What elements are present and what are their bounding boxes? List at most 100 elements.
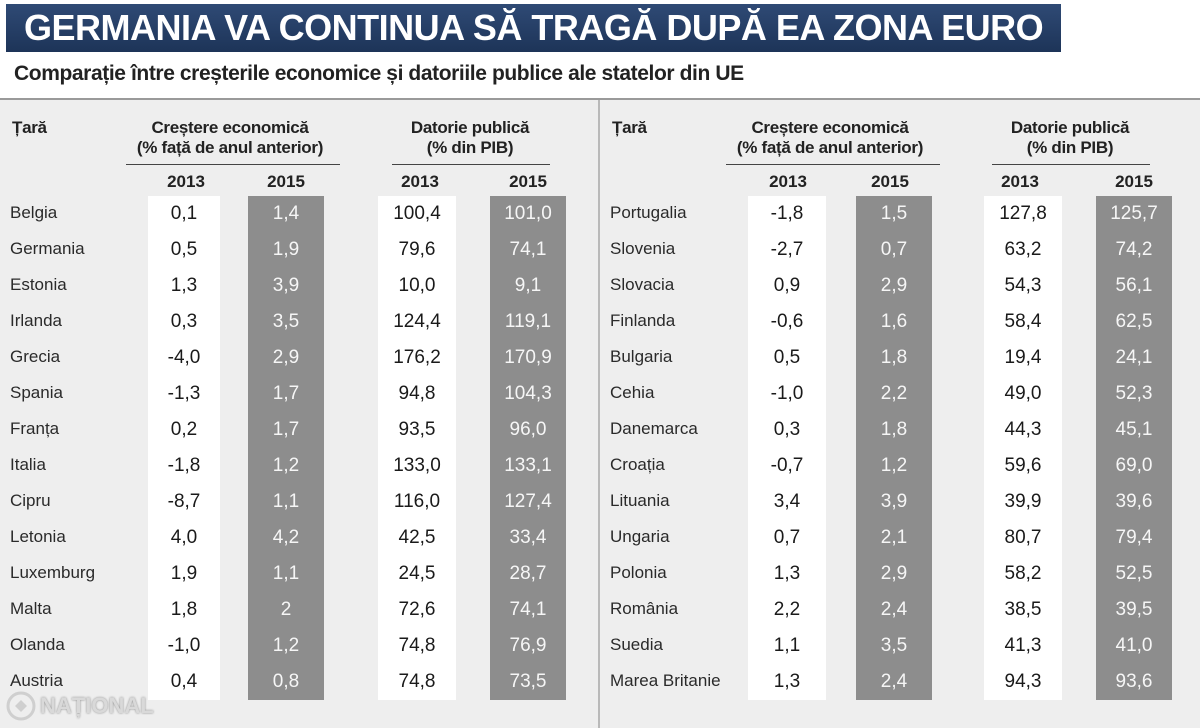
growth-2015-cell: 1,7 [248, 412, 324, 448]
debt-2013-cell: 58,2 [984, 556, 1062, 592]
national-logo: NAȚIONAL [6, 688, 154, 724]
right-debt-header: Datorie publică (% din PIB) [970, 118, 1170, 158]
country-name: Austria [10, 671, 63, 690]
growth-2015-cell: 3,9 [248, 268, 324, 304]
table-row: Cipru -8,7 1,1 116,0 127,4 [0, 484, 598, 520]
debt-2015-cell: 76,9 [490, 628, 566, 664]
table-row: Germania 0,5 1,9 79,6 74,1 [0, 232, 598, 268]
debt-2013-cell: 59,6 [984, 448, 1062, 484]
country-name: Bulgaria [610, 347, 673, 366]
debt-2013-cell: 176,2 [378, 340, 456, 376]
growth-2013-cell: 1,3 [748, 664, 826, 700]
debt-2015-cell: 33,4 [490, 520, 566, 556]
right-debt-underline [992, 164, 1150, 165]
debt-2013-cell: 54,3 [984, 268, 1062, 304]
debt-2015-cell: 170,9 [490, 340, 566, 376]
right-growth-year-2013: 2013 [769, 172, 807, 191]
country-name: Belgia [10, 203, 58, 222]
table-row: Suedia 1,1 3,5 41,3 41,0 [600, 628, 1200, 664]
debt-2015-cell: 74,2 [1096, 232, 1172, 268]
debt-2013-cell: 127,8 [984, 196, 1062, 232]
left-growth-header-line2: (% față de anul anterior) [136, 138, 324, 157]
country-name: Malta [10, 599, 52, 618]
debt-2013-cell: 80,7 [984, 520, 1062, 556]
debt-2013-cell: 74,8 [378, 664, 456, 700]
growth-2015-cell: 1,1 [248, 484, 324, 520]
growth-2013-cell: 0,5 [148, 232, 220, 268]
debt-2015-cell: 39,5 [1096, 592, 1172, 628]
debt-2013-cell: 58,4 [984, 304, 1062, 340]
debt-2013-cell: 44,3 [984, 412, 1062, 448]
debt-2015-cell: 52,5 [1096, 556, 1172, 592]
growth-2015-cell: 1,4 [248, 196, 324, 232]
debt-2013-cell: 100,4 [378, 196, 456, 232]
country-name: Spania [10, 383, 63, 402]
debt-2015-cell: 93,6 [1096, 664, 1172, 700]
growth-2013-cell: -1,8 [148, 448, 220, 484]
debt-2015-cell: 104,3 [490, 376, 566, 412]
left-growth-header: Creștere economică (% față de anul anter… [110, 118, 350, 158]
left-debt-header-line1: Datorie publică [410, 118, 530, 137]
table-row: Danemarca 0,3 1,8 44,3 45,1 [600, 412, 1200, 448]
growth-2015-cell: 2,9 [856, 268, 932, 304]
right-country-header: Țară [612, 118, 647, 137]
debt-2013-cell: 41,3 [984, 628, 1062, 664]
debt-2015-cell: 28,7 [490, 556, 566, 592]
country-name: Grecia [10, 347, 61, 366]
debt-2015-cell: 74,1 [490, 592, 566, 628]
table-row: Croația -0,7 1,2 59,6 69,0 [600, 448, 1200, 484]
growth-2015-cell: 1,2 [248, 628, 324, 664]
growth-2015-cell: 2,4 [856, 592, 932, 628]
growth-2015-cell: 3,5 [856, 628, 932, 664]
country-name: Marea Britanie [610, 671, 721, 690]
growth-2013-cell: 0,4 [148, 664, 220, 700]
debt-2013-cell: 38,5 [984, 592, 1062, 628]
growth-2015-cell: 1,2 [856, 448, 932, 484]
title-banner: GERMANIA VA CONTINUA SĂ TRAGĂ DUPĂ EA ZO… [0, 0, 1200, 56]
country-name: Ungaria [610, 527, 670, 546]
left-table-rows: Belgia 0,1 1,4 100,4 101,0 Germania 0,5 1,9 79,6… [0, 196, 598, 700]
growth-2015-cell: 2,4 [856, 664, 932, 700]
growth-2013-cell: 0,7 [748, 520, 826, 556]
left-debt-year-2013: 2013 [401, 172, 439, 191]
table-row: Olanda -1,0 1,2 74,8 76,9 [0, 628, 598, 664]
debt-2015-cell: 56,1 [1096, 268, 1172, 304]
right-table-rows: Portugalia -1,8 1,5 127,8 125,7 Slovenia -2,7 0… [600, 196, 1200, 700]
debt-2015-cell: 79,4 [1096, 520, 1172, 556]
table-row: Lituania 3,4 3,9 39,9 39,6 [600, 484, 1200, 520]
country-name: Italia [10, 455, 46, 474]
right-debt-header-line1: Datorie publică [1010, 118, 1130, 137]
left-growth-year-2015: 2015 [267, 172, 305, 191]
header-rule [0, 98, 1200, 100]
table-row: Spania -1,3 1,7 94,8 104,3 [0, 376, 598, 412]
growth-2013-cell: 3,4 [748, 484, 826, 520]
debt-2015-cell: 96,0 [490, 412, 566, 448]
table-row: Franța 0,2 1,7 93,5 96,0 [0, 412, 598, 448]
table-row: Slovacia 0,9 2,9 54,3 56,1 [600, 268, 1200, 304]
growth-2015-cell: 1,6 [856, 304, 932, 340]
country-name: Croația [610, 455, 665, 474]
left-debt-header: Datorie publică (% din PIB) [370, 118, 570, 158]
growth-2015-cell: 3,9 [856, 484, 932, 520]
growth-2013-cell: 0,2 [148, 412, 220, 448]
debt-2013-cell: 124,4 [378, 304, 456, 340]
country-name: Cehia [610, 383, 655, 402]
debt-2015-cell: 73,5 [490, 664, 566, 700]
debt-2013-cell: 39,9 [984, 484, 1062, 520]
table-row: Grecia -4,0 2,9 176,2 170,9 [0, 340, 598, 376]
growth-2013-cell: 0,3 [148, 304, 220, 340]
growth-2013-cell: -4,0 [148, 340, 220, 376]
growth-2015-cell: 0,8 [248, 664, 324, 700]
growth-2013-cell: 1,3 [748, 556, 826, 592]
growth-2015-cell: 1,1 [248, 556, 324, 592]
debt-2013-cell: 42,5 [378, 520, 456, 556]
page-subtitle: Comparație între creșterile economice și… [14, 62, 744, 85]
table-row: Irlanda 0,3 3,5 124,4 119,1 [0, 304, 598, 340]
growth-2013-cell: -1,0 [748, 376, 826, 412]
debt-2015-cell: 24,1 [1096, 340, 1172, 376]
debt-2015-cell: 41,0 [1096, 628, 1172, 664]
debt-2015-cell: 9,1 [490, 268, 566, 304]
country-name: Suedia [610, 635, 663, 654]
growth-2013-cell: -8,7 [148, 484, 220, 520]
growth-2015-cell: 3,5 [248, 304, 324, 340]
